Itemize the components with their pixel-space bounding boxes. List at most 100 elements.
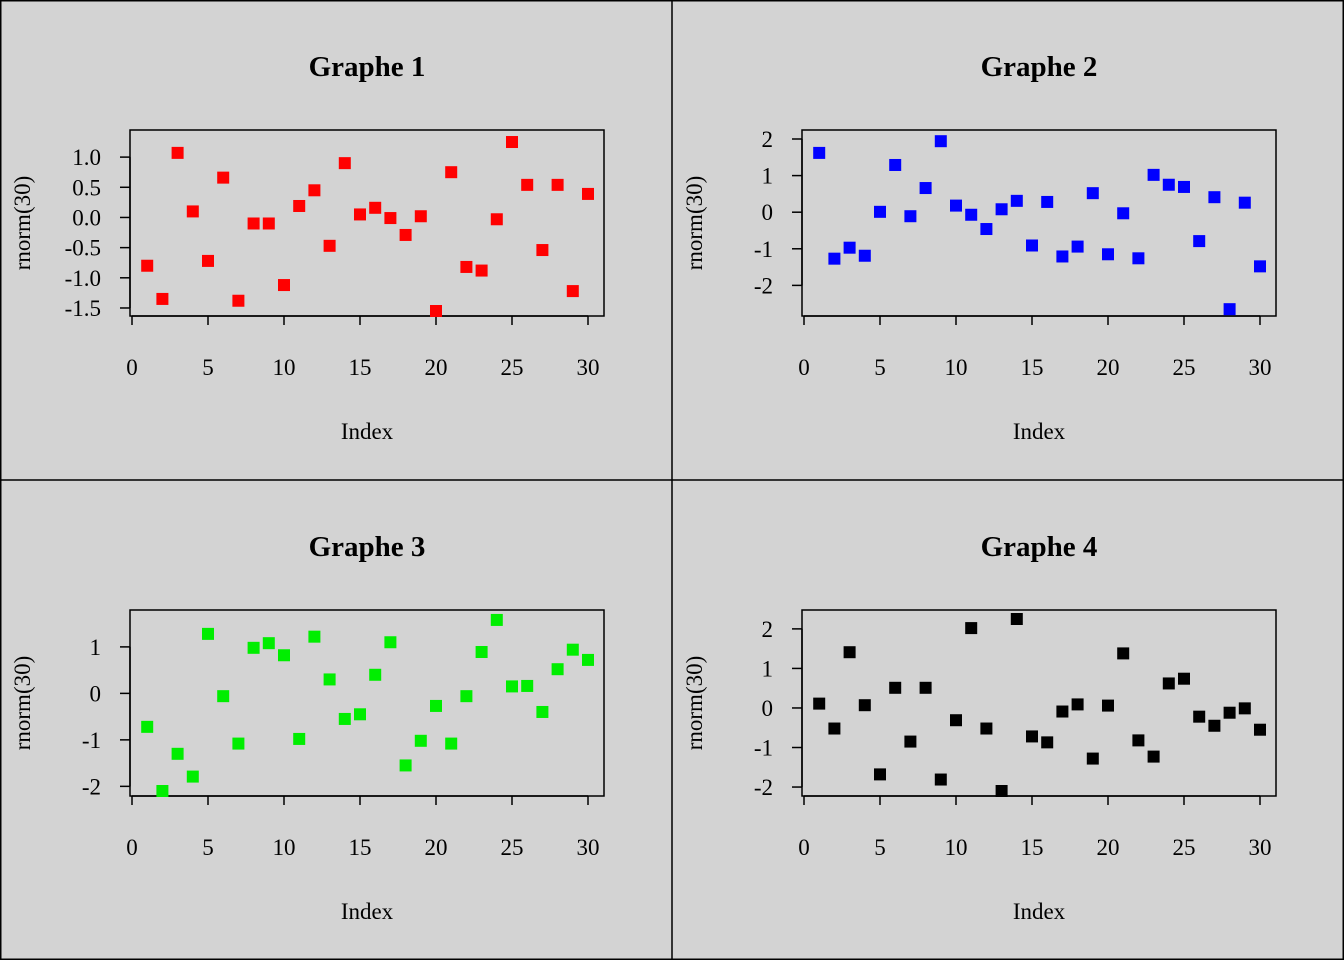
data-point	[217, 171, 230, 184]
x-tick-label: 15	[1021, 835, 1044, 860]
data-point	[1193, 235, 1206, 248]
data-point	[308, 630, 321, 643]
data-point	[1208, 719, 1221, 732]
x-tick-label: 25	[1173, 355, 1196, 380]
data-point	[1254, 723, 1266, 736]
data-point	[934, 135, 947, 148]
x-tick-label: 30	[1249, 835, 1272, 860]
data-point	[1147, 750, 1160, 763]
y-tick-label: -1	[754, 736, 773, 761]
data-point	[506, 136, 518, 149]
data-point	[858, 699, 871, 712]
data-point	[247, 217, 260, 230]
data-point	[232, 294, 245, 307]
data-point	[506, 680, 518, 693]
data-point	[262, 217, 275, 230]
data-point	[874, 205, 886, 218]
x-tick-label: 15	[349, 835, 372, 860]
x-tick-label: 10	[945, 835, 968, 860]
data-point	[186, 770, 199, 783]
y-tick-label: 0	[90, 681, 102, 706]
data-point	[460, 260, 473, 273]
data-point	[1010, 613, 1023, 625]
data-point	[475, 264, 488, 277]
data-point	[490, 613, 503, 626]
data-point	[1056, 705, 1069, 718]
data-point	[430, 699, 442, 712]
x-tick-label: 25	[501, 835, 524, 860]
y-tick-label: 1	[762, 656, 774, 681]
y-tick-label: 2	[762, 127, 774, 152]
data-point	[843, 646, 856, 659]
data-point	[919, 681, 932, 694]
data-point	[582, 653, 594, 666]
data-point	[490, 213, 503, 226]
x-tick-label: 10	[945, 355, 968, 380]
y-tick-label: 0	[762, 200, 774, 225]
data-point	[1147, 168, 1160, 181]
x-axis-label: Index	[341, 419, 394, 444]
plot-frame	[129, 129, 605, 317]
x-axis-label: Index	[1013, 899, 1066, 924]
data-point	[1041, 736, 1054, 749]
data-point	[399, 759, 412, 772]
x-tick-label: 15	[1021, 355, 1044, 380]
data-point	[293, 732, 306, 745]
data-point	[1238, 702, 1251, 715]
x-tick-label: 0	[798, 355, 810, 380]
data-point	[171, 747, 184, 760]
y-tick-label: -0.5	[65, 236, 101, 261]
data-point	[995, 203, 1008, 216]
chart-panel-4: Graphe 40 5 10 15 20 25 30210-1-2Indexrnorm(30…	[682, 531, 1277, 924]
y-tick-label: 0.5	[72, 175, 101, 200]
x-axis-label: Index	[1013, 419, 1066, 444]
data-point	[475, 646, 488, 659]
x-tick-label: 25	[501, 355, 524, 380]
data-point	[1254, 260, 1266, 273]
x-tick-label: 20	[1097, 835, 1120, 860]
data-point	[1086, 187, 1099, 200]
data-point	[1162, 677, 1175, 690]
x-tick-label: 10	[273, 835, 296, 860]
data-point	[1117, 647, 1130, 660]
x-tick-label: 5	[202, 355, 214, 380]
y-axis-label: rnorm(30)	[682, 656, 707, 751]
x-tick-label: 30	[1249, 355, 1272, 380]
data-point	[247, 641, 260, 654]
data-point	[1071, 698, 1084, 711]
x-tick-label: 25	[1173, 835, 1196, 860]
data-point	[965, 208, 978, 221]
x-tick-label: 5	[874, 355, 886, 380]
data-point	[1041, 195, 1054, 208]
data-point	[414, 734, 427, 747]
chart-panel-1: Graphe 1 0 5 10 15 20 25 30 1.0 0.5 0.0 -0.5 -1.0 -1.…	[10, 51, 605, 444]
data-point	[813, 146, 826, 159]
data-point	[1056, 250, 1069, 263]
data-point	[338, 712, 351, 725]
y-tick-label: -2	[754, 775, 773, 800]
x-tick-label: 15	[349, 355, 372, 380]
y-tick-label: -2	[82, 774, 101, 799]
y-tick-label: 1.0	[72, 145, 101, 170]
data-point	[995, 785, 1008, 797]
data-point	[354, 708, 366, 721]
x-tick-label: 0	[798, 835, 810, 860]
y-axis-label: rnorm(30)	[10, 176, 35, 271]
data-point	[934, 773, 947, 786]
data-point	[278, 279, 290, 292]
data-point	[399, 228, 412, 241]
x-tick-label: 10	[273, 355, 296, 380]
data-point	[369, 201, 382, 214]
data-point	[1010, 194, 1023, 207]
x-tick-label: 0	[126, 355, 138, 380]
data-point	[323, 673, 336, 686]
y-tick-label: -1	[82, 728, 101, 753]
data-point	[566, 643, 579, 656]
data-point	[889, 158, 902, 171]
chart-title: Graphe 1	[309, 51, 426, 83]
chart-title: Graphe 2	[981, 51, 1098, 83]
data-point	[384, 636, 397, 649]
data-point	[980, 223, 993, 236]
